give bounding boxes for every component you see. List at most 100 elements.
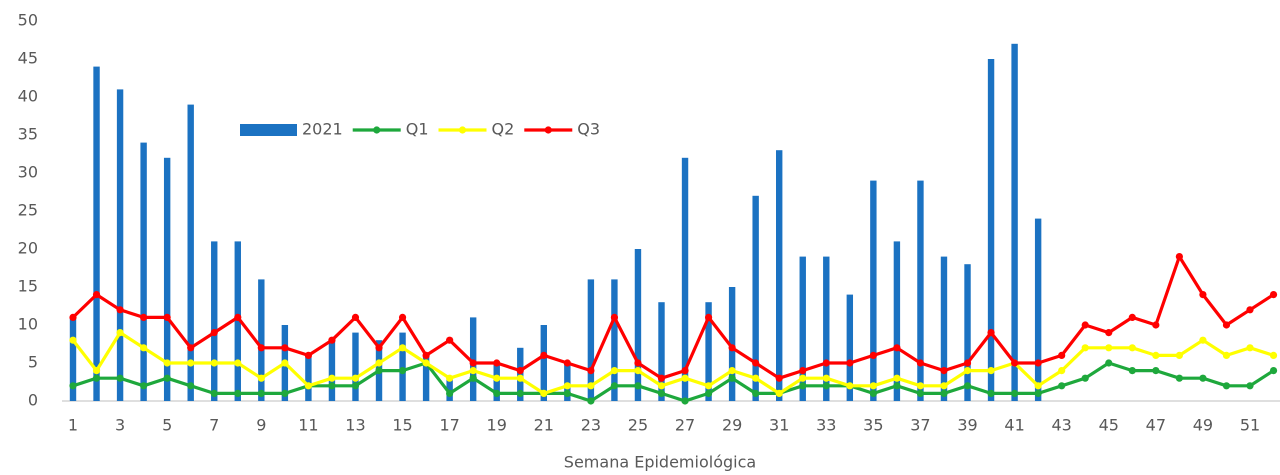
x-tick-label: 29: [722, 416, 742, 435]
line-marker: [210, 389, 218, 397]
line-marker: [1175, 351, 1183, 359]
line-marker: [163, 359, 171, 367]
line-marker: [752, 389, 760, 397]
line-marker: [140, 344, 148, 352]
line-marker: [69, 382, 77, 390]
legend-label: Q3: [577, 120, 600, 139]
x-tick-label: 39: [957, 416, 977, 435]
line-marker: [1199, 336, 1207, 344]
line-marker: [493, 359, 501, 367]
line: [71, 255, 1275, 380]
bar: [964, 264, 971, 401]
line-marker: [1222, 382, 1231, 390]
line-marker: [940, 367, 948, 375]
y-tick-label: 25: [18, 201, 38, 220]
line-marker: [681, 397, 689, 405]
line-marker: [1058, 367, 1066, 375]
line-marker: [1269, 367, 1278, 375]
line-marker: [893, 374, 901, 382]
x-tick-label: 3: [115, 416, 125, 435]
y-tick-label: 20: [18, 239, 38, 258]
bar: [140, 142, 147, 401]
x-tick-label: 1: [68, 416, 78, 435]
bar: [234, 241, 241, 401]
line-marker: [846, 359, 854, 367]
line-marker: [963, 359, 972, 367]
line-marker: [799, 382, 807, 390]
y-tick-label: 10: [18, 315, 38, 334]
line-marker: [728, 344, 736, 352]
bar: [1011, 43, 1018, 402]
y-tick-label: 5: [28, 353, 38, 372]
bar: [517, 347, 524, 401]
x-tick-label: 37: [910, 416, 930, 435]
legend-marker: [373, 126, 381, 134]
line-marker: [328, 382, 336, 390]
line-marker: [822, 359, 830, 367]
line-marker: [704, 313, 713, 321]
line-marker: [187, 344, 195, 352]
y-tick-label: 15: [18, 277, 38, 296]
bar: [446, 378, 453, 401]
bar: [352, 332, 359, 401]
line-marker: [187, 359, 195, 367]
line-marker: [516, 367, 524, 375]
line-marker: [869, 382, 877, 390]
line-marker: [1034, 382, 1042, 390]
bar: [469, 317, 477, 401]
line-marker: [1269, 291, 1278, 299]
line-marker: [1175, 253, 1183, 261]
bar: [305, 355, 312, 401]
x-tick-label: 9: [256, 416, 266, 435]
x-tick-label: 33: [816, 416, 836, 435]
line-marker: [163, 374, 171, 382]
line-marker: [234, 313, 242, 321]
x-tick-label: 43: [1052, 416, 1072, 435]
line-marker: [1199, 374, 1207, 382]
bar: [493, 363, 500, 401]
x-tick-label: 17: [439, 416, 459, 435]
line-marker: [563, 359, 571, 367]
line-marker: [893, 382, 901, 390]
line-marker: [1011, 389, 1019, 397]
x-axis-label: Semana Epidemiológica: [564, 453, 756, 472]
x-tick-label: 47: [1146, 416, 1166, 435]
line-marker: [1222, 321, 1231, 329]
line-marker: [210, 329, 218, 337]
line-marker: [375, 367, 383, 375]
x-tick-label: 41: [1004, 416, 1024, 435]
line-marker: [1152, 367, 1160, 375]
line-marker: [634, 367, 642, 375]
line-marker: [1199, 291, 1207, 299]
line-marker: [1128, 313, 1136, 321]
line-marker: [257, 344, 265, 352]
line-marker: [1246, 344, 1254, 352]
line-marker: [987, 389, 995, 397]
legend-label: Q1: [406, 120, 429, 139]
line-marker: [375, 344, 383, 352]
line-marker: [398, 313, 407, 321]
bar: [940, 256, 948, 401]
line-marker: [304, 382, 312, 390]
line-marker: [1011, 359, 1019, 367]
line-marker: [1058, 351, 1066, 359]
line-marker: [822, 382, 830, 390]
bar: [328, 340, 336, 401]
line-marker: [799, 374, 807, 382]
line-marker: [869, 389, 877, 397]
line-marker: [728, 374, 736, 382]
legend-label: 2021: [302, 120, 343, 139]
line-marker: [422, 359, 430, 367]
line-marker: [610, 382, 619, 390]
line-marker: [1105, 359, 1113, 367]
line-marker: [657, 389, 666, 397]
line-marker: [775, 389, 783, 397]
bar: [611, 279, 618, 401]
line-marker: [1105, 344, 1113, 352]
x-tick-label: 49: [1193, 416, 1213, 435]
legend-marker: [544, 126, 552, 134]
bar: [987, 59, 995, 401]
line-marker: [752, 374, 760, 382]
line-marker: [257, 389, 265, 397]
bar: [752, 195, 759, 401]
